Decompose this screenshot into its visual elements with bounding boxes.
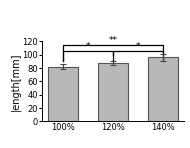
Text: **: ** (108, 36, 118, 45)
Text: *: * (136, 42, 140, 51)
Text: *: * (86, 42, 90, 51)
Bar (148, 57, 178, 121)
Y-axis label: |ength[mm]: |ength[mm] (10, 52, 21, 111)
Bar (98, 63, 128, 121)
Bar (48, 67, 78, 121)
